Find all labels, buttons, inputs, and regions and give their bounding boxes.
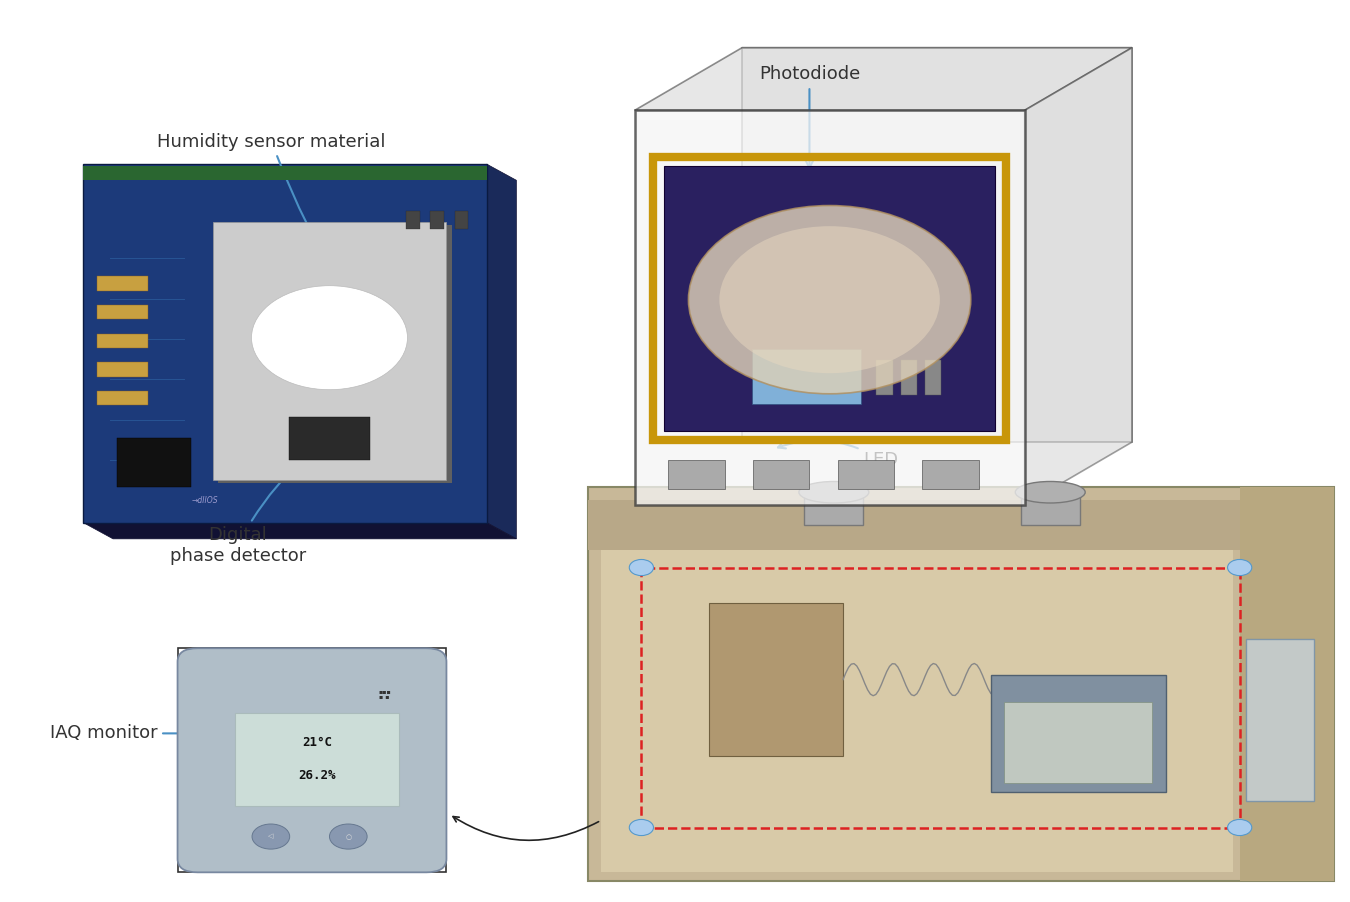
Circle shape — [688, 206, 971, 394]
Bar — [876, 360, 892, 395]
Circle shape — [1227, 559, 1251, 575]
Bar — [805, 490, 864, 525]
Text: →dIIOS: →dIIOS — [192, 496, 217, 505]
Bar — [212, 222, 447, 480]
Bar — [235, 713, 400, 805]
Bar — [289, 417, 370, 460]
Polygon shape — [743, 48, 1133, 442]
Bar — [1004, 702, 1153, 783]
Polygon shape — [1025, 48, 1133, 505]
Polygon shape — [84, 523, 516, 538]
Bar — [97, 305, 148, 319]
Bar — [84, 166, 487, 180]
Circle shape — [720, 226, 940, 373]
Bar — [664, 166, 995, 431]
Bar — [641, 567, 1239, 827]
Bar — [406, 211, 420, 229]
Circle shape — [329, 824, 367, 849]
Bar — [752, 349, 861, 404]
Circle shape — [251, 286, 408, 390]
Bar — [97, 363, 148, 377]
Text: ▪▪▪
▪ ▪: ▪▪▪ ▪ ▪ — [378, 689, 392, 700]
Text: ○: ○ — [346, 833, 351, 840]
Bar — [97, 276, 148, 290]
Bar — [653, 157, 1006, 440]
Circle shape — [629, 819, 653, 835]
Bar — [97, 334, 148, 348]
Bar — [1021, 490, 1080, 525]
Bar — [709, 603, 842, 756]
Circle shape — [1227, 819, 1251, 835]
Bar — [431, 211, 444, 229]
Polygon shape — [634, 48, 1133, 110]
Text: LED: LED — [778, 440, 898, 469]
Bar — [117, 437, 190, 487]
Text: 21°C: 21°C — [302, 736, 332, 749]
Text: IAQ monitor: IAQ monitor — [50, 724, 340, 742]
Bar — [1246, 640, 1314, 801]
Polygon shape — [487, 164, 516, 538]
Text: ◁: ◁ — [269, 833, 274, 840]
Bar — [178, 649, 447, 872]
Bar — [601, 549, 1233, 872]
Bar — [900, 360, 917, 395]
Bar — [97, 391, 148, 405]
Bar — [991, 675, 1165, 792]
Circle shape — [629, 559, 653, 575]
Bar — [753, 460, 810, 489]
Bar — [217, 226, 452, 483]
Bar — [925, 360, 941, 395]
FancyBboxPatch shape — [178, 649, 447, 872]
Bar — [1239, 487, 1334, 881]
Bar — [455, 211, 468, 229]
Ellipse shape — [799, 482, 869, 503]
Text: 26.2%: 26.2% — [298, 769, 336, 782]
Text: Digital
phase detector: Digital phase detector — [170, 457, 306, 565]
Polygon shape — [84, 164, 487, 523]
Bar — [838, 460, 894, 489]
Bar — [587, 487, 1334, 881]
Polygon shape — [634, 110, 1025, 505]
Bar — [668, 460, 725, 489]
Text: Photodiode: Photodiode — [759, 66, 860, 168]
Circle shape — [252, 824, 290, 849]
Bar — [587, 501, 1334, 549]
Text: Humidity sensor material: Humidity sensor material — [158, 133, 386, 290]
Bar — [922, 460, 979, 489]
Ellipse shape — [1015, 482, 1085, 503]
